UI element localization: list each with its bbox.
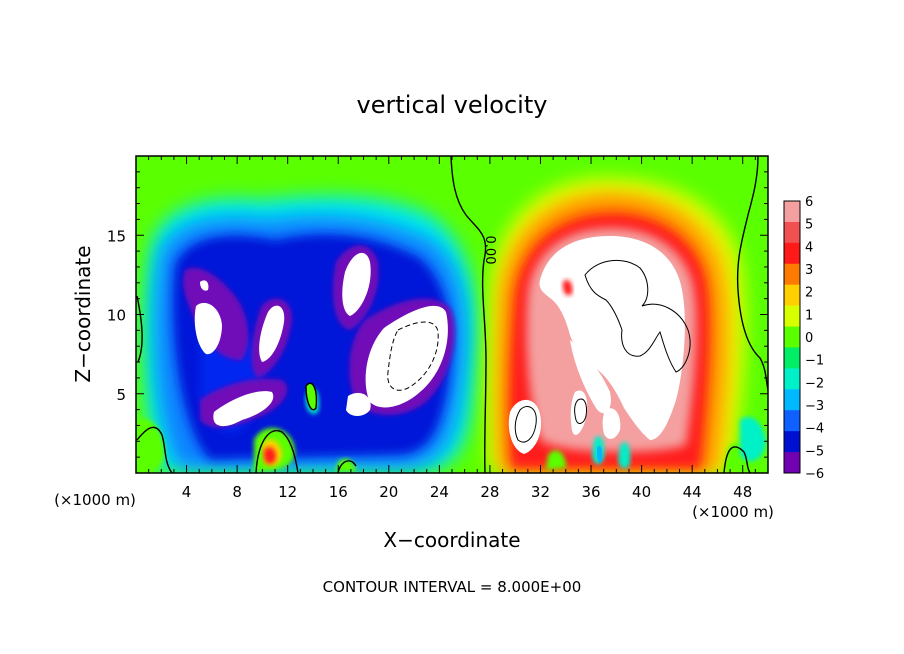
colorbar-label: 0 xyxy=(805,331,813,346)
colorbar-swatch xyxy=(784,347,800,369)
x-axis-label: X−coordinate xyxy=(383,528,520,552)
colorbar-label: 3 xyxy=(805,263,813,278)
y-tick-label: 5 xyxy=(116,386,126,404)
colorbar-swatch xyxy=(784,242,800,265)
colorbar-swatch xyxy=(784,431,800,453)
x-tick-label: 16 xyxy=(329,483,348,501)
x-axis: 4 8 12 16 20 24 28 32 36 40 44 48 xyxy=(135,156,769,501)
contour-interval: CONTOUR INTERVAL = 8.000E+00 xyxy=(323,578,582,596)
colorbar-swatch xyxy=(784,326,800,348)
colorbar-swatch xyxy=(784,221,800,244)
colorbar-label: −4 xyxy=(805,422,824,437)
x-tick-label: 32 xyxy=(531,483,550,501)
x-tick-label: 12 xyxy=(278,483,297,501)
y-tick-label: 10 xyxy=(107,307,126,325)
colorbar-label: 4 xyxy=(805,240,813,255)
x-tick-label: 36 xyxy=(581,483,600,501)
y-axis: 5 10 15 xyxy=(107,155,768,474)
colorbar-label: −2 xyxy=(805,376,824,391)
y-tick-label: 15 xyxy=(107,227,126,245)
plot-area xyxy=(136,156,768,473)
colorbar-swatch xyxy=(784,305,800,328)
chart-title: vertical velocity xyxy=(357,91,548,119)
colorbar-label: −6 xyxy=(805,467,824,482)
zero-contours xyxy=(136,156,768,473)
colorbar-label: 2 xyxy=(805,286,813,301)
y-axis-label: Z−coordinate xyxy=(71,245,95,382)
contour-label: 0.00 xyxy=(482,236,497,265)
x-tick-label: 48 xyxy=(733,483,752,501)
colorbar-label: 5 xyxy=(805,218,813,233)
colorbar-label: 6 xyxy=(805,195,813,210)
x-tick-label: 40 xyxy=(632,483,651,501)
x-unit-label-left: (×1000 m) xyxy=(54,491,136,509)
colorbar-swatch xyxy=(784,368,800,390)
colorbar-label: −5 xyxy=(805,444,824,459)
colorbar-swatch xyxy=(784,410,800,432)
colorbar-swatch xyxy=(784,201,800,223)
colorbar-swatch xyxy=(784,389,800,411)
x-tick-label: 28 xyxy=(480,483,499,501)
updraft-region xyxy=(487,177,746,472)
x-tick-label: 24 xyxy=(430,483,449,501)
x-tick-label: 4 xyxy=(182,483,192,501)
downdraft-region xyxy=(143,195,478,472)
colorbar: 6 5 4 3 2 1 0 −1 −2 −3 −4 −5 −6 xyxy=(783,195,824,482)
x-tick-label: 44 xyxy=(683,483,702,501)
colorbar-swatch xyxy=(784,284,800,307)
x-tick-label: 8 xyxy=(232,483,242,501)
colorbar-frame xyxy=(783,200,801,474)
x-unit-label-right: (×1000 m) xyxy=(692,503,774,521)
colorbar-swatch xyxy=(784,452,800,474)
colorbar-label: −3 xyxy=(805,399,824,414)
colorbar-label: −1 xyxy=(805,354,824,369)
colorbar-label: 1 xyxy=(805,308,813,323)
x-tick-label: 20 xyxy=(379,483,398,501)
colorbar-swatch xyxy=(784,263,800,286)
